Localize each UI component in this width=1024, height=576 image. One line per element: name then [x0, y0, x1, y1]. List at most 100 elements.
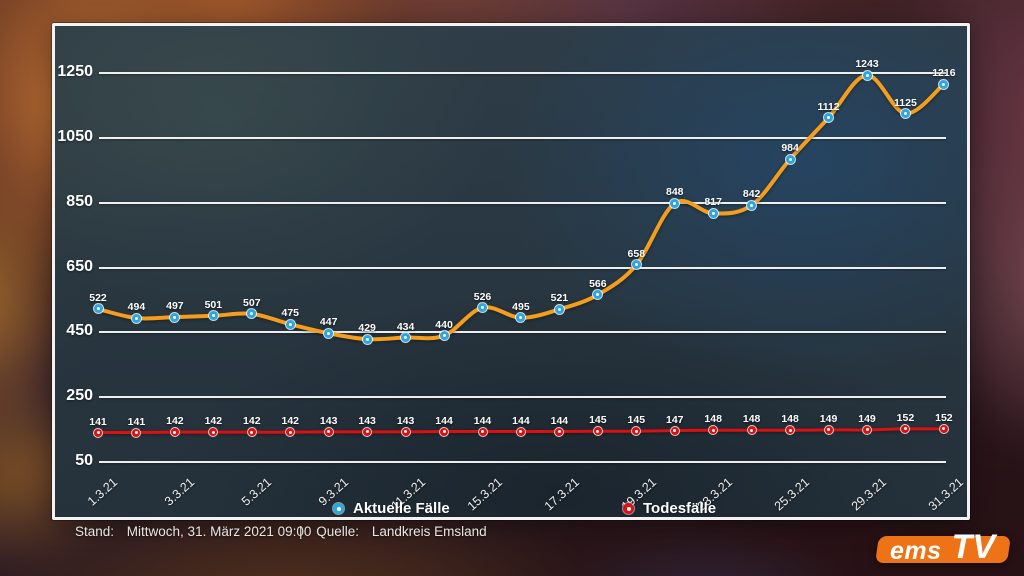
data-point-aktuelle-faelle [593, 290, 603, 300]
data-point-core [96, 431, 100, 434]
value-label: 521 [550, 292, 569, 305]
data-point-todesfaelle [209, 428, 218, 437]
y-axis-label: 50 [75, 452, 93, 469]
data-point-todesfaelle [440, 427, 449, 436]
value-label: 149 [858, 412, 876, 425]
gridline [99, 201, 946, 204]
y-axis-label: 250 [66, 387, 93, 405]
data-point-core [634, 263, 638, 267]
data-point-core [327, 331, 331, 335]
data-point-core [788, 157, 792, 161]
quelle-label: Quelle: [316, 524, 360, 539]
value-label: 144 [512, 414, 530, 427]
value-label: 148 [781, 413, 799, 426]
data-point-core [596, 429, 600, 433]
data-point-todesfaelle [901, 424, 910, 433]
data-point-core [481, 430, 484, 434]
data-point-core [365, 430, 369, 434]
value-label: 440 [435, 318, 453, 331]
value-label: 144 [435, 414, 453, 427]
data-point-todesfaelle [170, 428, 179, 437]
data-point-core [327, 430, 331, 434]
status-line-quelle: | Quelle: Landkreis Emsland [299, 524, 487, 539]
status-line-stand: Stand: Mittwoch, 31. März 2021 09:00 [75, 524, 311, 539]
data-point-todesfaelle [863, 425, 871, 434]
chart-panel: 1250 1050 850 650 450 250 50 522 494 497 501 507 475… [52, 23, 970, 520]
data-point-core [442, 334, 446, 338]
data-point-aktuelle-faelle [131, 313, 141, 323]
emstv-logo: ems TV [875, 531, 1011, 565]
legend-item-todesfaelle: Todesfälle [623, 500, 716, 517]
value-label: 984 [781, 142, 799, 155]
data-point-todesfaelle [939, 424, 948, 433]
data-point-aktuelle-faelle [362, 334, 372, 344]
value-label: 143 [319, 414, 338, 427]
value-label: 447 [319, 316, 338, 329]
data-point-todesfaelle [593, 427, 602, 436]
gridline [99, 72, 946, 74]
data-point-core [211, 430, 215, 434]
value-label: 144 [473, 414, 492, 427]
y-axis-label: 450 [66, 322, 93, 340]
value-label: 817 [704, 196, 722, 209]
logo-ems-wordmark: ems [890, 536, 942, 565]
data-point-core [173, 430, 177, 434]
data-point-aktuelle-faelle [670, 198, 680, 208]
data-point-aktuelle-faelle [285, 319, 295, 329]
data-point-todesfaelle [709, 426, 718, 435]
value-label: 143 [358, 414, 376, 427]
data-point-core [827, 428, 831, 432]
data-point-core [365, 337, 369, 341]
stand-label: Stand: [75, 524, 115, 539]
y-axis-label: 650 [66, 257, 93, 275]
data-point-core [250, 312, 254, 316]
data-point-core [211, 314, 215, 318]
gridline [99, 396, 946, 399]
value-label: 142 [281, 415, 300, 428]
data-point-core [903, 427, 907, 431]
value-label: 147 [665, 413, 684, 426]
data-point-aktuelle-faelle [478, 303, 487, 313]
value-label: 494 [127, 301, 146, 314]
data-point-core [827, 116, 831, 120]
value-label: 522 [89, 291, 107, 304]
data-point-aktuelle-faelle [862, 70, 872, 80]
data-point-aktuelle-faelle [631, 260, 641, 270]
data-point-core [942, 427, 946, 431]
data-point-core [673, 201, 677, 205]
data-point-todesfaelle [824, 425, 833, 434]
data-point-core [173, 315, 177, 319]
value-label: 526 [473, 290, 492, 303]
value-label: 475 [281, 307, 300, 320]
data-point-aktuelle-faelle [439, 331, 449, 341]
data-point-todesfaelle [478, 427, 487, 436]
data-point-core [788, 428, 792, 432]
legend-label-aktuelle-faelle: Aktuelle Fälle [353, 500, 450, 517]
data-point-aktuelle-faelle [93, 304, 103, 314]
value-label: 152 [935, 411, 953, 424]
data-point-aktuelle-faelle [824, 113, 834, 123]
data-point-core [519, 316, 523, 320]
data-point-core [557, 307, 561, 311]
value-label: 141 [89, 415, 107, 428]
value-label: 142 [166, 415, 184, 428]
value-label: 148 [742, 413, 761, 426]
data-point-core [288, 322, 292, 326]
value-label: 507 [243, 296, 261, 309]
legend-item-aktuelle-faelle: Aktuelle Fälle [333, 500, 450, 517]
y-axis-label: 1050 [57, 127, 93, 145]
gridline [99, 136, 946, 139]
line-aktuelle-faelle [96, 73, 946, 342]
data-point-core [942, 82, 946, 86]
data-point-aktuelle-faelle [554, 304, 564, 314]
data-point-todesfaelle [516, 427, 525, 436]
data-point-aktuelle-faelle [900, 109, 910, 119]
footer-separator: | [299, 524, 303, 539]
stand-value: Mittwoch, 31. März 2021 09:00 [126, 524, 312, 539]
data-point-aktuelle-faelle [516, 313, 526, 323]
data-point-aktuelle-faelle [747, 200, 757, 210]
data-point-core [250, 430, 254, 434]
data-point-todesfaelle [786, 426, 795, 435]
value-label: 148 [704, 413, 722, 426]
